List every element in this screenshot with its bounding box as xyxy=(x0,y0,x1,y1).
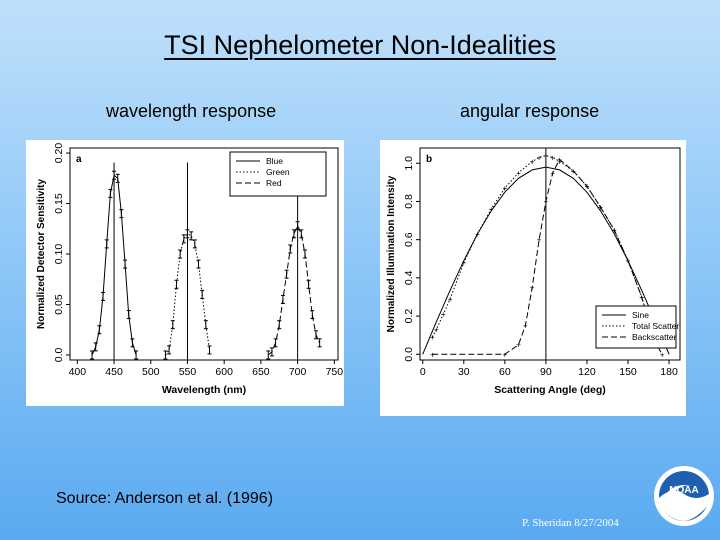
wavelength-response-svg: a 400 450 500 550 600 650 700 750 0.0 0.05 0.10 0.15… xyxy=(36,143,344,396)
y-tick-label: 0.0 xyxy=(53,348,65,363)
logo-text: NOAA xyxy=(669,485,698,496)
plot-frame xyxy=(419,147,681,361)
x-tick-label: 450 xyxy=(105,366,123,378)
data-marker: + xyxy=(626,257,631,266)
data-marker: + xyxy=(626,257,631,266)
data-marker: + xyxy=(441,310,446,319)
x-tick-label: 500 xyxy=(142,366,160,378)
legend-label: Backscatter xyxy=(632,332,677,342)
y-tick-label: 0.6 xyxy=(403,232,415,247)
data-marker: + xyxy=(550,154,555,163)
angular-response-svg: b 0 30 60 90 120 150 180 0.0 0.2 0.4 0.6 0.8 1.0 Scatt… xyxy=(386,147,681,396)
legend-label: Green xyxy=(266,167,290,177)
wavelength-subtitle: wavelength response xyxy=(106,101,277,121)
data-marker: + xyxy=(434,325,439,334)
x-tick-label: 0 xyxy=(420,366,426,378)
y-tick-label: 0.10 xyxy=(53,244,65,265)
x-tick-label: 600 xyxy=(215,366,233,378)
x-tick-label: 650 xyxy=(252,366,270,378)
data-marker: + xyxy=(557,157,562,166)
data-marker: + xyxy=(660,350,665,359)
y-tick-label: 0.05 xyxy=(53,294,65,315)
x-tick-label: 120 xyxy=(578,366,596,378)
y-tick-label: 0.0 xyxy=(403,347,415,362)
data-marker: + xyxy=(639,293,644,302)
y-axis-label: Normalized Illumination Intensity xyxy=(386,175,397,332)
panel-label: a xyxy=(76,154,82,165)
data-marker: + xyxy=(430,333,435,342)
y-tick-label: 1.0 xyxy=(403,156,415,171)
data-marker: + xyxy=(523,322,528,331)
x-tick-label: 180 xyxy=(660,366,678,378)
legend-box xyxy=(595,305,677,349)
legend-label: Sine xyxy=(632,310,649,320)
series-line-total-scatter xyxy=(431,155,656,343)
y-tick-label: 0.2 xyxy=(403,309,415,324)
x-tick-label: 90 xyxy=(540,366,552,378)
source-citation: Source: Anderson et al. (1996) xyxy=(56,490,274,507)
legend-label: Total Scatter xyxy=(632,321,679,331)
data-marker: + xyxy=(503,184,508,193)
noaa-logo-icon: NOAA xyxy=(654,466,714,526)
slide-title: TSI Nephelometer Non-Idealities xyxy=(164,30,556,60)
data-marker: + xyxy=(530,157,535,166)
data-marker: + xyxy=(537,154,542,163)
x-tick-label: 30 xyxy=(458,366,470,378)
y-tick-label: 0.20 xyxy=(53,143,65,164)
data-marker: + xyxy=(557,155,562,164)
angular-subtitle: angular response xyxy=(460,101,600,121)
legend-label: Red xyxy=(266,178,282,188)
x-tick-label: 400 xyxy=(69,366,87,378)
author-credit: P. Sheridan 8/27/2004 xyxy=(522,517,619,529)
data-marker: + xyxy=(448,295,453,304)
data-marker: + xyxy=(430,350,435,359)
data-marker: + xyxy=(598,203,603,212)
data-marker: + xyxy=(461,259,466,268)
angular-response-chart: b 0 30 60 90 120 150 180 0.0 0.2 0.4 0.6 0.8 1.0 Scatt… xyxy=(380,140,686,416)
panel-label: b xyxy=(426,154,432,165)
data-marker: + xyxy=(503,350,508,359)
series-line-red xyxy=(267,224,321,356)
data-marker: + xyxy=(550,169,555,178)
data-marker: + xyxy=(475,230,480,239)
x-tick-label: 550 xyxy=(179,366,197,378)
x-tick-label: 150 xyxy=(619,366,637,378)
data-marker: + xyxy=(516,341,521,350)
x-tick-label: 60 xyxy=(499,366,511,378)
data-marker: + xyxy=(516,169,521,178)
data-marker: + xyxy=(612,226,617,235)
wavelength-response-chart: a 400 450 500 550 600 650 700 750 0.0 0.05 0.10 0.15… xyxy=(26,140,344,406)
data-marker: + xyxy=(585,182,590,191)
legend-label: Blue xyxy=(266,156,283,166)
x-axis-label: Scattering Angle (deg) xyxy=(494,384,606,396)
x-axis-label: Wavelength (nm) xyxy=(162,384,246,396)
y-axis-label: Normalized Detector Sensitivity xyxy=(36,179,47,329)
y-tick-label: 0.8 xyxy=(403,194,415,209)
y-tick-label: 0.4 xyxy=(403,270,415,285)
data-marker: + xyxy=(489,205,494,214)
y-tick-label: 0.15 xyxy=(53,193,65,214)
x-tick-label: 750 xyxy=(326,366,344,378)
series-line-backscatter xyxy=(432,158,663,355)
data-marker: + xyxy=(530,283,535,292)
data-marker: + xyxy=(537,236,542,245)
x-tick-label: 700 xyxy=(289,366,307,378)
legend-box xyxy=(229,151,327,197)
data-marker: + xyxy=(571,167,576,176)
